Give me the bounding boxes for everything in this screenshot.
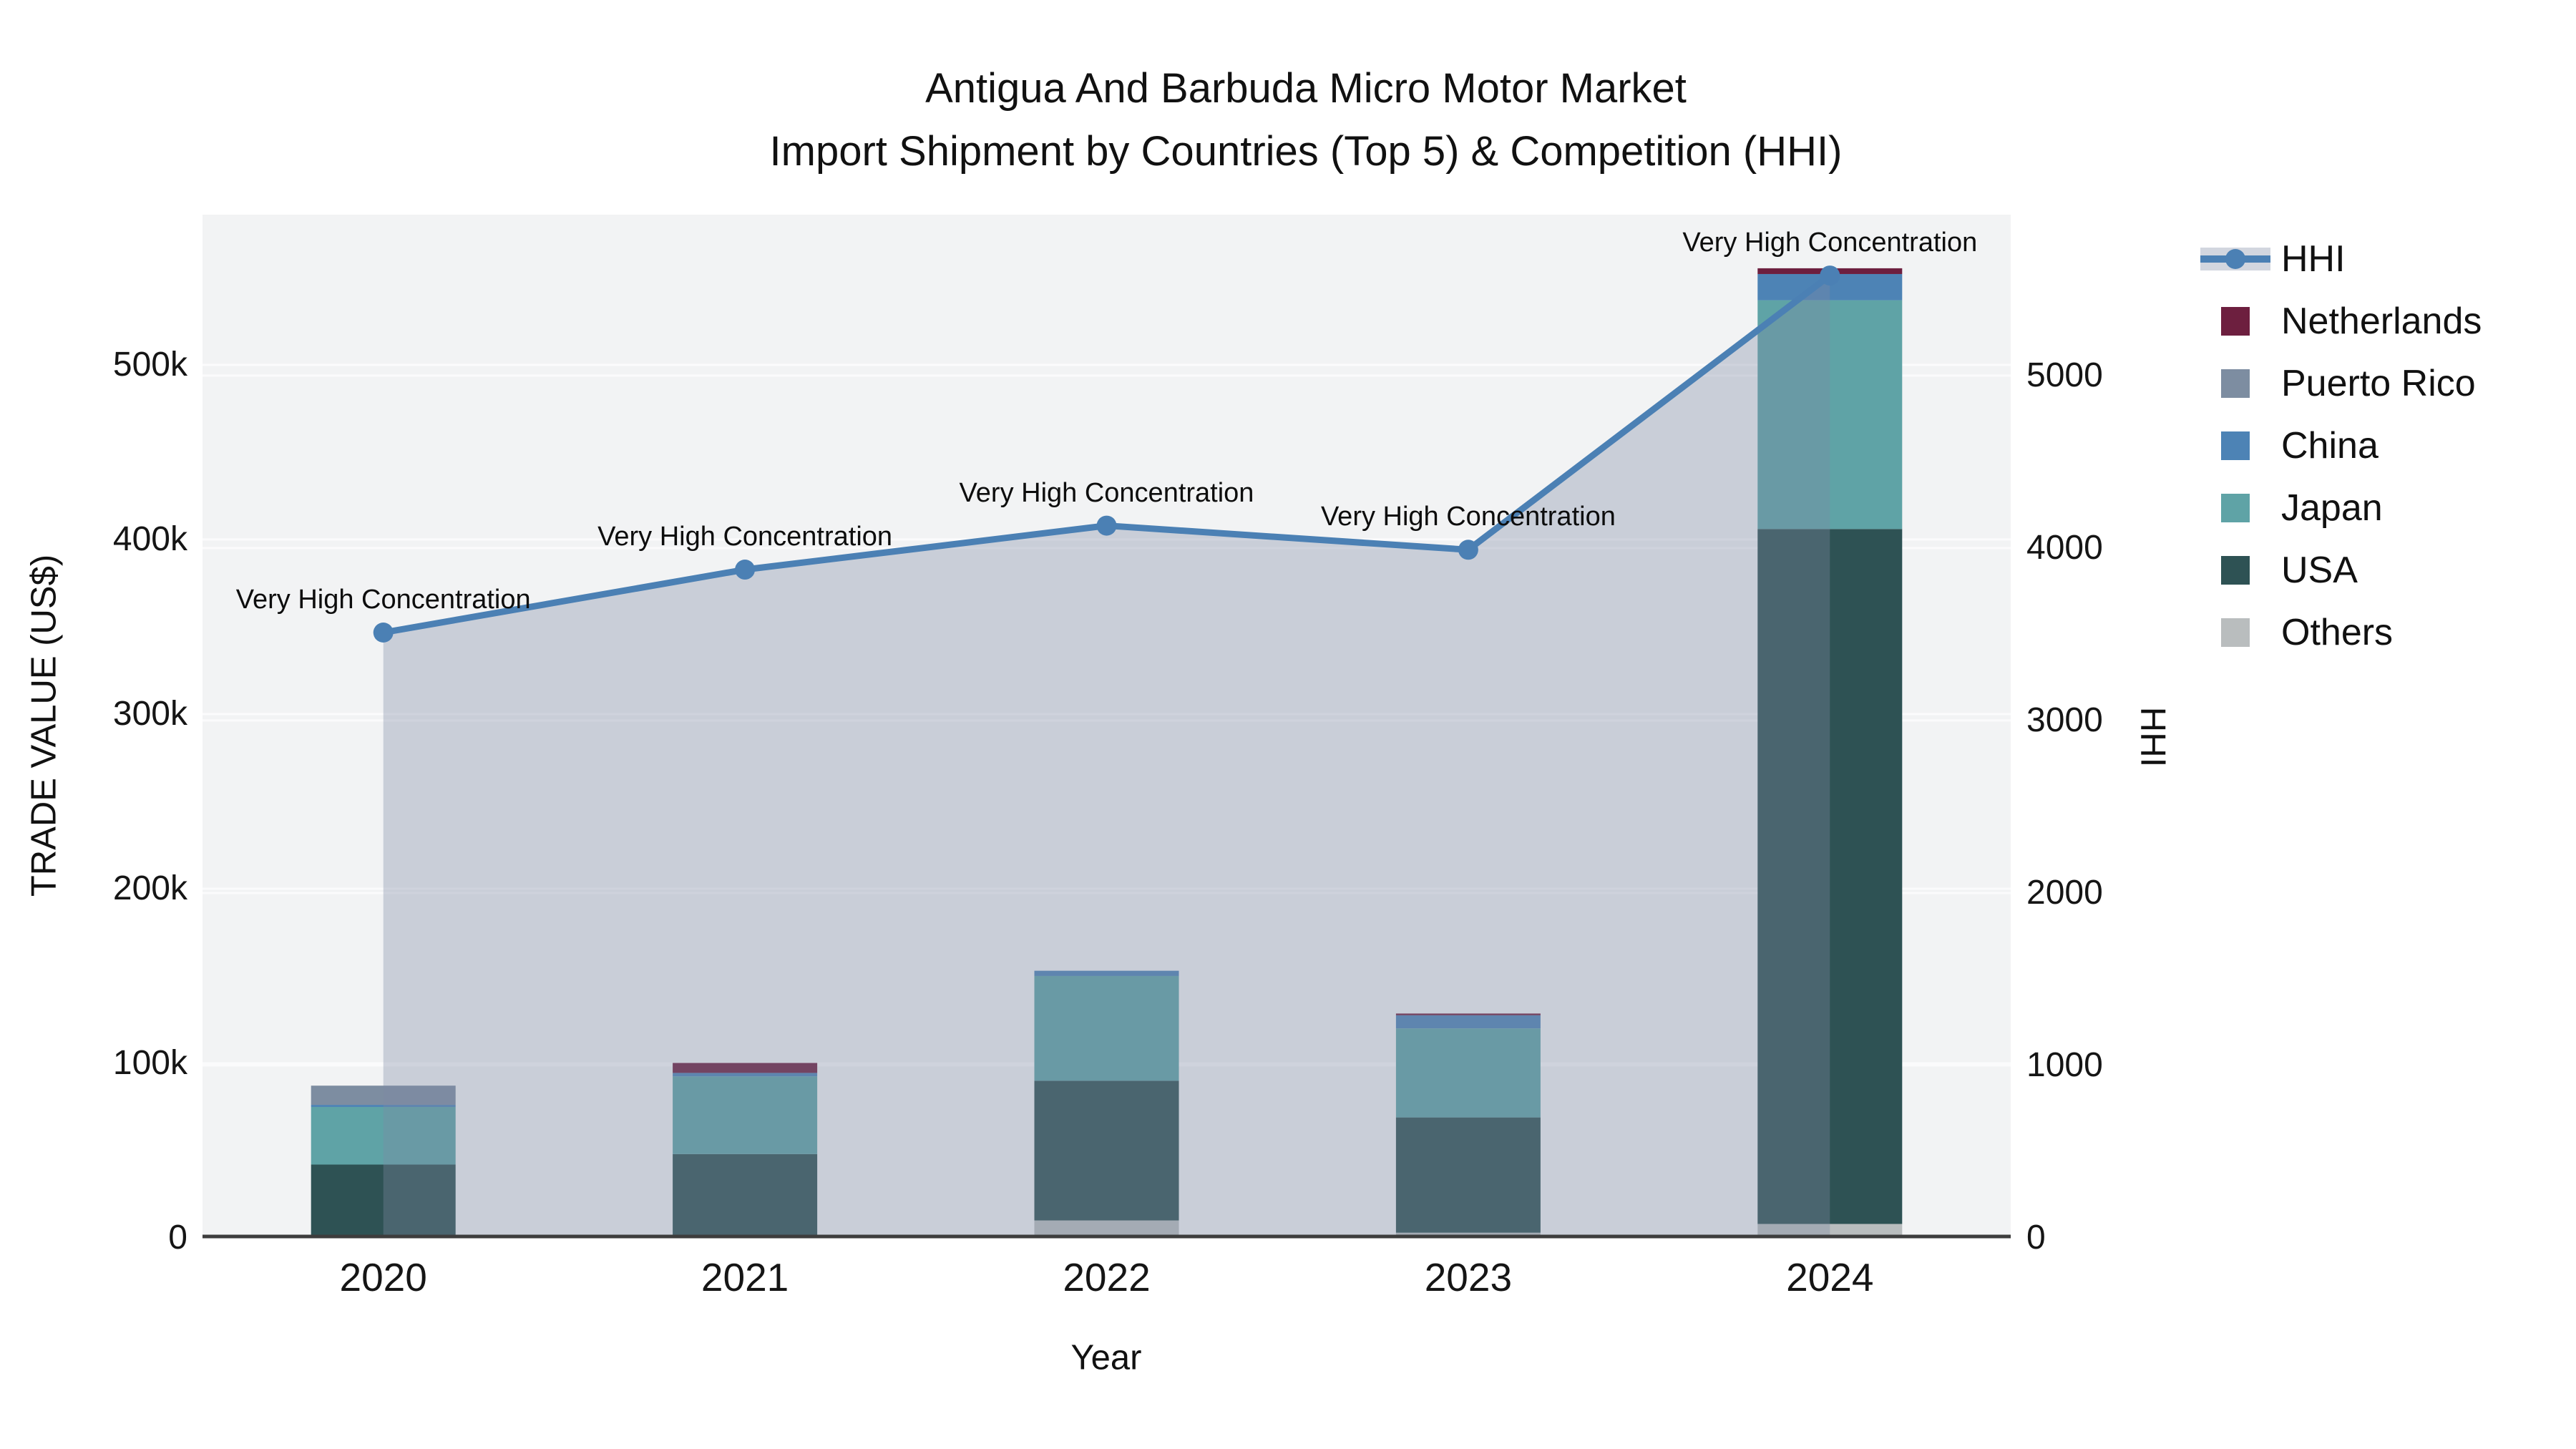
- y-right-tick-0: 0: [2026, 1219, 2046, 1257]
- legend-swatch-icon: [2190, 618, 2281, 647]
- bar-segment-china-2020[interactable]: [311, 1105, 456, 1107]
- legend-swatch-icon: [2190, 555, 2281, 585]
- legend-item-puerto-rico[interactable]: Puerto Rico: [2190, 352, 2576, 414]
- bar-segment-usa-2024[interactable]: [1757, 529, 1903, 1224]
- bar-segment-puerto-rico-2020[interactable]: [311, 1085, 456, 1106]
- bar-segment-japan-2020[interactable]: [311, 1106, 456, 1165]
- annotation-2020: Very High Concentration: [235, 585, 531, 615]
- y-left-tick-200k: 200k: [112, 869, 187, 907]
- legend-label: Netherlands: [2281, 300, 2482, 342]
- legend-swatch-icon: [2190, 493, 2281, 522]
- x-tick-2023: 2023: [1424, 1255, 1513, 1299]
- legend-label: Japan: [2281, 487, 2383, 529]
- hhi-marker-2023[interactable]: [1458, 540, 1478, 560]
- legend-swatch-icon: [2190, 306, 2281, 336]
- bar-segment-usa-2023[interactable]: [1395, 1117, 1541, 1233]
- chart-title-line2: Import Shipment by Countries (Top 5) & C…: [769, 128, 1843, 175]
- bar-segment-china-2023[interactable]: [1395, 1015, 1541, 1029]
- bar-segment-japan-2023[interactable]: [1395, 1028, 1541, 1118]
- y-right-tick-1000: 1000: [2026, 1045, 2103, 1084]
- annotation-2023: Very High Concentration: [1320, 502, 1616, 532]
- bar-segment-usa-2022[interactable]: [1034, 1080, 1179, 1221]
- legend-label: Others: [2281, 611, 2394, 653]
- y-left-tick-500k: 500k: [112, 345, 187, 384]
- hhi-marker-2021[interactable]: [735, 560, 756, 580]
- legend-item-netherlands[interactable]: Netherlands: [2190, 290, 2576, 352]
- y-right-tick-2000: 2000: [2026, 873, 2103, 912]
- legend-item-japan[interactable]: Japan: [2190, 477, 2576, 539]
- x-tick-2021: 2021: [701, 1255, 789, 1299]
- legend-swatch-icon: [2190, 431, 2281, 460]
- hhi-marker-2024[interactable]: [1820, 265, 1840, 286]
- legend-item-china[interactable]: China: [2190, 414, 2576, 477]
- legend-color-square: [2221, 618, 2250, 647]
- bar-segment-usa-2020[interactable]: [311, 1164, 456, 1238]
- hhi-area-fill: [383, 275, 1830, 1238]
- hhi-marker-2022[interactable]: [1096, 515, 1117, 536]
- bar-segment-netherlands-2023[interactable]: [1395, 1013, 1541, 1015]
- annotation-2021: Very High Concentration: [597, 522, 893, 552]
- chart-title-line1: Antigua And Barbuda Micro Motor Market: [925, 65, 1687, 112]
- y-left-tick-0: 0: [168, 1219, 187, 1257]
- chart-title: Antigua And Barbuda Micro Motor Market I…: [0, 57, 2576, 183]
- y-right-tick-5000: 5000: [2026, 356, 2103, 394]
- bar-segment-netherlands-2021[interactable]: [673, 1063, 818, 1073]
- legend-color-square: [2221, 555, 2250, 585]
- legend-item-others[interactable]: Others: [2190, 601, 2576, 663]
- bar-segment-china-2021[interactable]: [673, 1073, 818, 1077]
- bar-segment-usa-2021[interactable]: [673, 1153, 818, 1238]
- hhi-line-icon: [2190, 247, 2281, 270]
- y-left-tick-100k: 100k: [112, 1043, 187, 1082]
- bar-segment-china-2022[interactable]: [1034, 970, 1179, 976]
- y-left-tick-300k: 300k: [112, 694, 187, 733]
- bar-segment-others-2024[interactable]: [1757, 1224, 1903, 1238]
- legend-label: Puerto Rico: [2281, 362, 2476, 404]
- x-tick-2024: 2024: [1786, 1255, 1874, 1299]
- hhi-marker-2020[interactable]: [373, 623, 394, 643]
- annotation-2022: Very High Concentration: [959, 477, 1254, 508]
- legend: HHI Netherlands Puerto Rico China Japan USA Ot…: [2190, 228, 2576, 663]
- x-tick-2020: 2020: [339, 1255, 427, 1299]
- bar-segment-japan-2024[interactable]: [1757, 300, 1903, 530]
- y-right-tick-4000: 4000: [2026, 528, 2103, 567]
- annotation-2024: Very High Concentration: [1682, 228, 1978, 258]
- legend-color-square: [2221, 493, 2250, 522]
- legend-label: HHI: [2281, 238, 2346, 280]
- legend-item-usa[interactable]: USA: [2190, 539, 2576, 601]
- x-tick-2022: 2022: [1063, 1255, 1151, 1299]
- legend-color-square: [2221, 369, 2250, 398]
- legend-color-square: [2221, 306, 2250, 336]
- y-left-tick-400k: 400k: [112, 519, 187, 558]
- legend-label: USA: [2281, 549, 2358, 591]
- legend-label: China: [2281, 424, 2379, 467]
- legend-swatch-icon: [2190, 369, 2281, 398]
- bar-segment-japan-2022[interactable]: [1034, 975, 1179, 1081]
- legend-color-square: [2221, 431, 2250, 460]
- bar-segment-japan-2021[interactable]: [673, 1076, 818, 1154]
- y-right-tick-3000: 3000: [2026, 701, 2103, 739]
- hhi-area-swatch: [2200, 247, 2270, 270]
- legend-item-hhi[interactable]: HHI: [2190, 228, 2576, 290]
- x-axis-title: Year: [1070, 1338, 1142, 1377]
